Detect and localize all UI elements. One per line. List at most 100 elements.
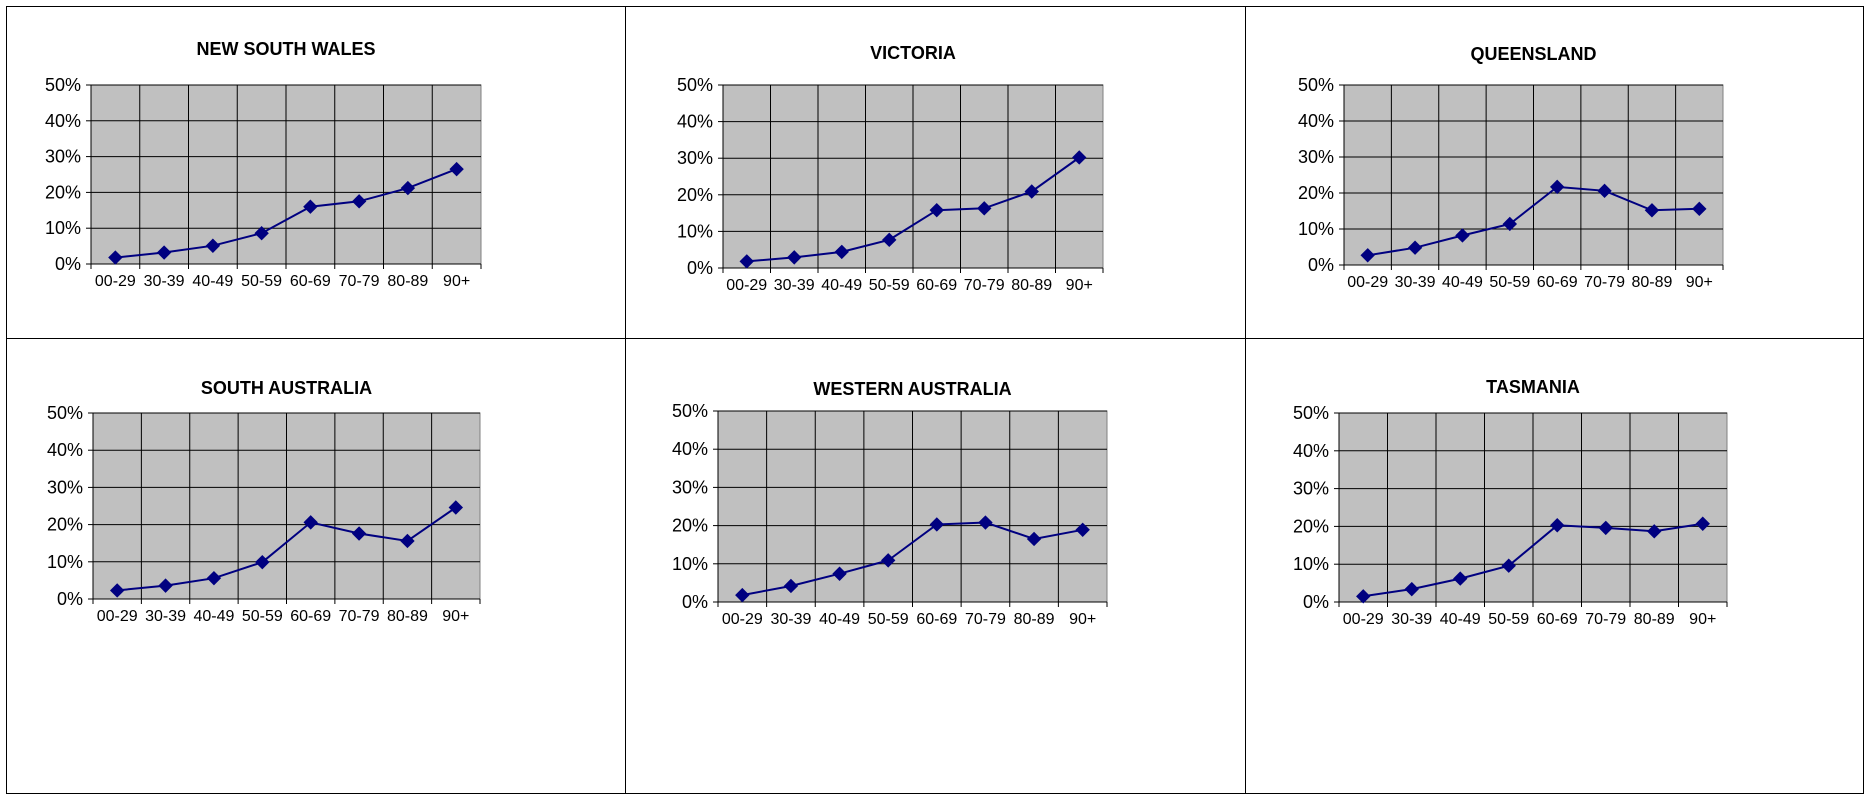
x-tick-label: 30-39 <box>774 277 815 294</box>
line-chart: TASMANIA 0% 10% 20% 30% 40% 50% 00-29 30-39 40-49… <box>1293 377 1728 628</box>
y-tick-label: 0% <box>57 589 83 609</box>
x-tick-label: 00-29 <box>1347 274 1388 291</box>
y-tick-label: 20% <box>672 516 708 536</box>
series-line <box>115 168 457 259</box>
x-tick-label: 70-79 <box>339 273 380 290</box>
data-point-marker <box>1356 589 1371 604</box>
data-point-marker <box>1026 531 1042 547</box>
data-point-marker <box>1502 216 1518 232</box>
series-line <box>1367 185 1700 257</box>
x-tick-label: 40-49 <box>819 611 860 628</box>
series-line <box>1363 522 1703 598</box>
chart-title: QUEENSLAND <box>1470 44 1596 64</box>
y-tick-label: 50% <box>47 403 83 423</box>
x-tick-label: 90+ <box>442 608 469 625</box>
x-tick-label: 50-59 <box>241 273 282 290</box>
x-tick-label: 00-29 <box>726 277 767 294</box>
x-tick-label: 00-29 <box>722 611 763 628</box>
data-point-marker <box>109 583 125 598</box>
x-tick-label: 80-89 <box>1011 277 1052 294</box>
line-chart: VICTORIA 0% 10% 20% 30% 40% 50% 00-29 30-39 40-49… <box>677 43 1104 294</box>
data-point-marker <box>1597 183 1612 199</box>
x-tick-label: 70-79 <box>1584 274 1625 291</box>
chart-title: SOUTH AUSTRALIA <box>201 378 372 398</box>
x-tick-label: 50-59 <box>242 608 283 625</box>
y-tick-label: 0% <box>55 254 81 274</box>
y-tick-label: 40% <box>47 440 83 460</box>
x-tick-label: 40-49 <box>1440 611 1481 628</box>
data-point-marker <box>880 553 896 568</box>
x-tick-label: 40-49 <box>821 277 862 294</box>
data-point-marker <box>1695 516 1710 531</box>
y-tick-label: 30% <box>47 477 83 497</box>
data-point-marker <box>1024 184 1039 199</box>
y-tick-label: 0% <box>682 592 708 612</box>
x-tick-label: 30-39 <box>144 273 185 290</box>
data-point-marker <box>739 254 754 269</box>
data-point-marker <box>449 161 464 177</box>
x-tick-label: 70-79 <box>339 608 380 625</box>
y-tick-label: 50% <box>45 75 81 95</box>
data-point-marker <box>978 515 993 530</box>
data-point-marker <box>832 566 847 581</box>
chart-title: TASMANIA <box>1486 377 1580 397</box>
data-point-marker <box>1072 150 1087 165</box>
y-tick-label: 0% <box>687 258 713 278</box>
y-tick-label: 20% <box>45 182 81 202</box>
x-tick-label: 40-49 <box>1442 274 1483 291</box>
y-tick-label: 10% <box>672 554 708 574</box>
data-point-marker <box>1455 228 1470 243</box>
chart-panel: TASMANIA 0% 10% 20% 30% 40% 50% 00-29 30-39 40-49… <box>1245 338 1864 794</box>
data-point-marker <box>783 578 799 594</box>
series-line <box>117 506 457 592</box>
y-tick-label: 20% <box>1298 183 1334 203</box>
x-tick-label: 60-69 <box>290 273 331 290</box>
x-tick-label: 30-39 <box>1395 274 1436 291</box>
data-point-marker <box>351 194 367 209</box>
x-tick-label: 60-69 <box>290 608 331 625</box>
data-point-marker <box>255 554 270 570</box>
y-tick-label: 30% <box>1298 147 1334 167</box>
data-point-marker <box>351 526 367 541</box>
data-point-marker <box>206 570 222 586</box>
data-point-marker <box>1647 524 1662 539</box>
data-point-marker <box>400 533 415 549</box>
chart-panel: SOUTH AUSTRALIA 0% 10% 20% 30% 40% 50% 00-29 30-… <box>6 338 626 794</box>
chart-panel: WESTERN AUSTRALIA 0% 10% 20% 30% 40% 50% 00-29 3… <box>625 338 1246 794</box>
data-point-marker <box>834 244 849 260</box>
y-tick-label: 30% <box>672 477 708 497</box>
data-point-marker <box>205 238 221 253</box>
data-point-marker <box>156 245 172 260</box>
series-line <box>742 521 1083 597</box>
y-tick-label: 20% <box>47 515 83 535</box>
y-tick-label: 50% <box>1298 75 1334 95</box>
x-tick-label: 50-59 <box>1489 274 1530 291</box>
y-tick-label: 50% <box>677 75 713 95</box>
chart-grid: NEW SOUTH WALES 0% 10% 20% 30% 40% 50% 00-29 30-… <box>6 6 1864 794</box>
x-tick-label: 80-89 <box>1634 611 1675 628</box>
x-tick-label: 80-89 <box>1631 274 1672 291</box>
chart-panel: NEW SOUTH WALES 0% 10% 20% 30% 40% 50% 00-29 30-… <box>6 6 626 339</box>
data-point-marker <box>254 226 269 241</box>
x-tick-label: 00-29 <box>1343 611 1384 628</box>
y-tick-label: 30% <box>1293 479 1329 499</box>
y-tick-label: 10% <box>1298 219 1334 239</box>
x-tick-label: 80-89 <box>387 608 428 625</box>
x-tick-label: 90+ <box>1069 611 1096 628</box>
x-tick-label: 50-59 <box>1488 611 1529 628</box>
chart-panel: VICTORIA 0% 10% 20% 30% 40% 50% 00-29 30-39 40-49… <box>625 6 1246 339</box>
y-tick-label: 20% <box>677 185 713 205</box>
y-tick-label: 10% <box>47 552 83 572</box>
y-tick-label: 0% <box>1303 592 1329 612</box>
y-tick-label: 40% <box>1298 111 1334 131</box>
x-tick-label: 00-29 <box>95 273 136 290</box>
chart-panel: QUEENSLAND 0% 10% 20% 30% 40% 50% 00-29 30-39 40-… <box>1245 6 1864 339</box>
data-point-marker <box>1075 522 1090 538</box>
y-tick-label: 10% <box>1293 554 1329 574</box>
y-tick-label: 30% <box>45 147 81 167</box>
data-point-marker <box>1644 203 1660 218</box>
y-tick-label: 50% <box>1293 403 1329 423</box>
x-tick-label: 60-69 <box>916 611 957 628</box>
chart-title: NEW SOUTH WALES <box>197 39 376 59</box>
data-point-marker <box>1501 558 1516 573</box>
